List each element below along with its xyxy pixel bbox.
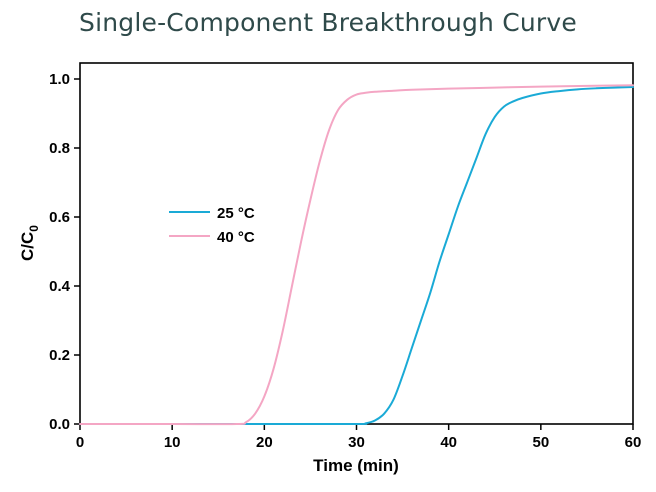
legend-label-25c: 25 °C bbox=[217, 205, 255, 222]
y-tick-label: 0.2 bbox=[49, 347, 70, 364]
x-tick-label: 30 bbox=[348, 434, 365, 451]
x-tick-label: 10 bbox=[164, 434, 181, 451]
series-line-25c bbox=[79, 85, 634, 426]
series-line-40c bbox=[79, 84, 634, 426]
y-tick-label: 0.0 bbox=[49, 416, 70, 433]
legend-label-40c: 40 °C bbox=[217, 229, 255, 246]
x-tick-label: 40 bbox=[440, 434, 457, 451]
y-axis-title-main: C/C bbox=[18, 232, 37, 261]
x-tick-label: 20 bbox=[256, 434, 273, 451]
y-tick-label: 0.4 bbox=[49, 278, 71, 295]
legend: 25 °C 40 °C bbox=[169, 205, 255, 246]
y-tick-label: 1.0 bbox=[49, 71, 70, 88]
y-axis-ticks: 0.0 0.2 0.4 0.6 0.8 1.0 bbox=[49, 71, 80, 433]
chart-title: Single-Component Breakthrough Curve bbox=[79, 8, 577, 37]
plot-frame bbox=[79, 62, 634, 425]
y-axis-title-subscript: 0 bbox=[27, 225, 41, 232]
x-tick-label: 50 bbox=[532, 434, 549, 451]
y-tick-label: 0.8 bbox=[49, 140, 70, 157]
y-axis-title: C/C0 bbox=[18, 225, 41, 261]
x-tick-label: 0 bbox=[76, 434, 84, 451]
x-axis-ticks: 0 10 20 30 40 50 60 bbox=[76, 424, 642, 451]
y-tick-label: 0.6 bbox=[49, 209, 70, 226]
x-axis-title: Time (min) bbox=[313, 456, 399, 475]
series-lines bbox=[79, 84, 634, 426]
x-tick-label: 60 bbox=[625, 434, 642, 451]
